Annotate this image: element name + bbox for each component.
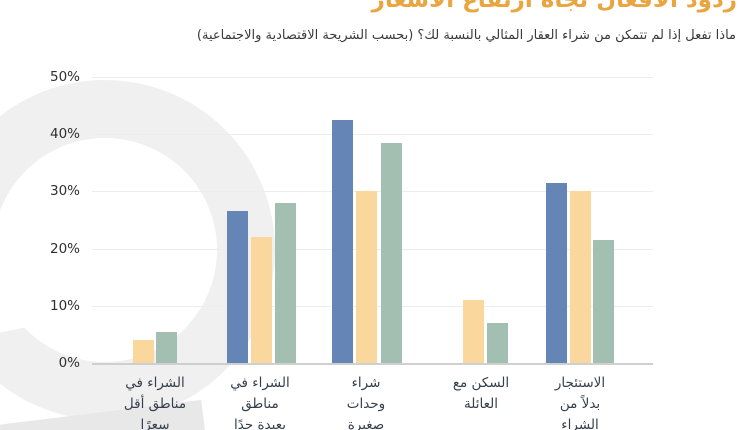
chart-subtitle: ماذا تفعل إذا لم تتمكن من شراء العقار ال…	[196, 28, 736, 43]
chart-title: ردود الأفعال تجاه ارتفاع الأسعار	[371, 0, 737, 13]
x-axis-label-line: مناطق أقل	[123, 396, 187, 412]
y-axis-tick-30: 30%	[49, 183, 80, 199]
bar-blue-category-5	[546, 183, 567, 363]
y-axis-tick-40: 40%	[49, 126, 80, 142]
y-axis-tick-0: 0%	[58, 355, 80, 371]
x-axis-label-2: الشراء في مناطق بعيدة جدًا	[195, 373, 325, 430]
x-axis-label-1: الشراء في مناطق أقل سعرًا	[90, 373, 220, 430]
x-axis-label-line: مناطق	[241, 396, 279, 412]
x-axis-label-5: الاستئجار بدلاً من الشراء	[515, 373, 645, 430]
bar-green-category-5	[593, 240, 614, 363]
x-axis-label-line: وحدات	[346, 396, 386, 412]
x-axis-label-line: الاستئجار	[554, 375, 606, 391]
gridline-50	[92, 77, 653, 78]
bar-orange-category-2	[251, 237, 272, 363]
x-axis-label-line: الشراء في	[230, 375, 290, 391]
x-axis-line	[92, 363, 653, 365]
y-axis-tick-20: 20%	[49, 241, 80, 257]
x-axis-label-line: الشراء في	[125, 375, 185, 391]
x-axis-label-line: صغيرة	[347, 417, 385, 430]
bar-green-category-1	[156, 332, 177, 363]
bar-blue-category-3	[332, 120, 353, 363]
bar-orange-category-1	[133, 340, 154, 363]
bar-orange-category-4	[463, 300, 484, 363]
x-axis-label-line: بدلاً من	[559, 396, 601, 412]
gridline-40	[92, 134, 653, 135]
bar-green-category-3	[381, 143, 402, 363]
x-axis-label-3: شراء وحدات صغيرة	[301, 373, 431, 430]
x-axis-label-line: الشراء	[561, 417, 599, 430]
y-axis-tick-10: 10%	[49, 298, 80, 314]
x-axis-label-line: السكن مع	[452, 375, 510, 391]
bar-green-category-4	[487, 323, 508, 363]
x-axis-label-line: شراء	[351, 375, 381, 391]
bar-green-category-2	[275, 203, 296, 363]
bar-orange-category-3	[356, 191, 377, 363]
x-axis-label-line: العائلة	[464, 396, 498, 412]
bar-blue-category-2	[227, 211, 248, 363]
bar-orange-category-5	[570, 191, 591, 363]
x-axis-label-line: بعيدة جدًا	[234, 417, 286, 430]
y-axis-tick-50: 50%	[49, 69, 80, 85]
x-axis-label-line: سعرًا	[140, 417, 170, 430]
x-axis-label-4: السكن مع العائلة	[416, 373, 546, 415]
